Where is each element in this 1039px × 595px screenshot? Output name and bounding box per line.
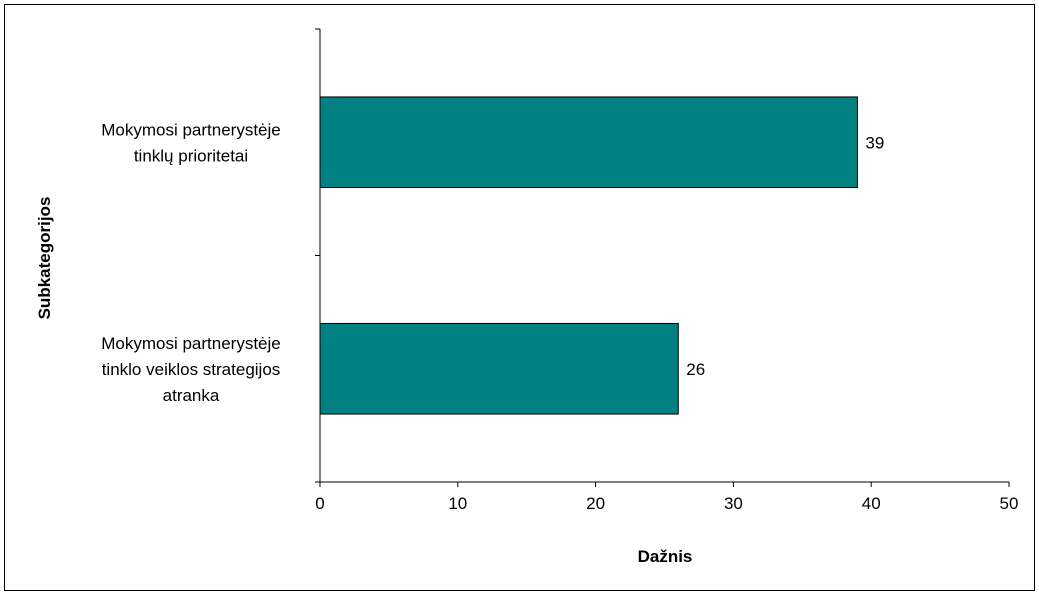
x-axis-title: Dažnis — [638, 547, 693, 566]
x-tick-label: 20 — [586, 494, 605, 513]
bar-data-label: 39 — [865, 133, 884, 152]
category-label-line: Mokymosi partnerystėje — [101, 334, 281, 353]
x-tick-label: 50 — [1000, 494, 1019, 513]
plot-area: 0 10 20 30 40 50 39 Mokymosi partnerystėje tinkl… — [101, 28, 1019, 513]
category-label-line: Mokymosi partnerystėje — [101, 120, 281, 139]
x-tick-label: 30 — [724, 494, 743, 513]
category-label-line: atranka — [163, 386, 220, 405]
y-axis-title: Subkategorijos — [35, 197, 54, 320]
category-label-line: tinklo veiklos strategijos — [102, 360, 281, 379]
category-label: Mokymosi partnerystėje tinklo veiklos str… — [101, 334, 281, 405]
x-tick-label: 10 — [448, 494, 467, 513]
bar — [319, 322, 679, 415]
bar-data-label: 26 — [686, 360, 705, 379]
category-label: Mokymosi partnerystėje tinklų prioritetai — [101, 120, 281, 165]
category-label-line: tinklų prioritetai — [134, 146, 248, 165]
x-tick-label: 40 — [862, 494, 881, 513]
bar — [319, 96, 858, 189]
x-tick-label: 0 — [315, 494, 324, 513]
